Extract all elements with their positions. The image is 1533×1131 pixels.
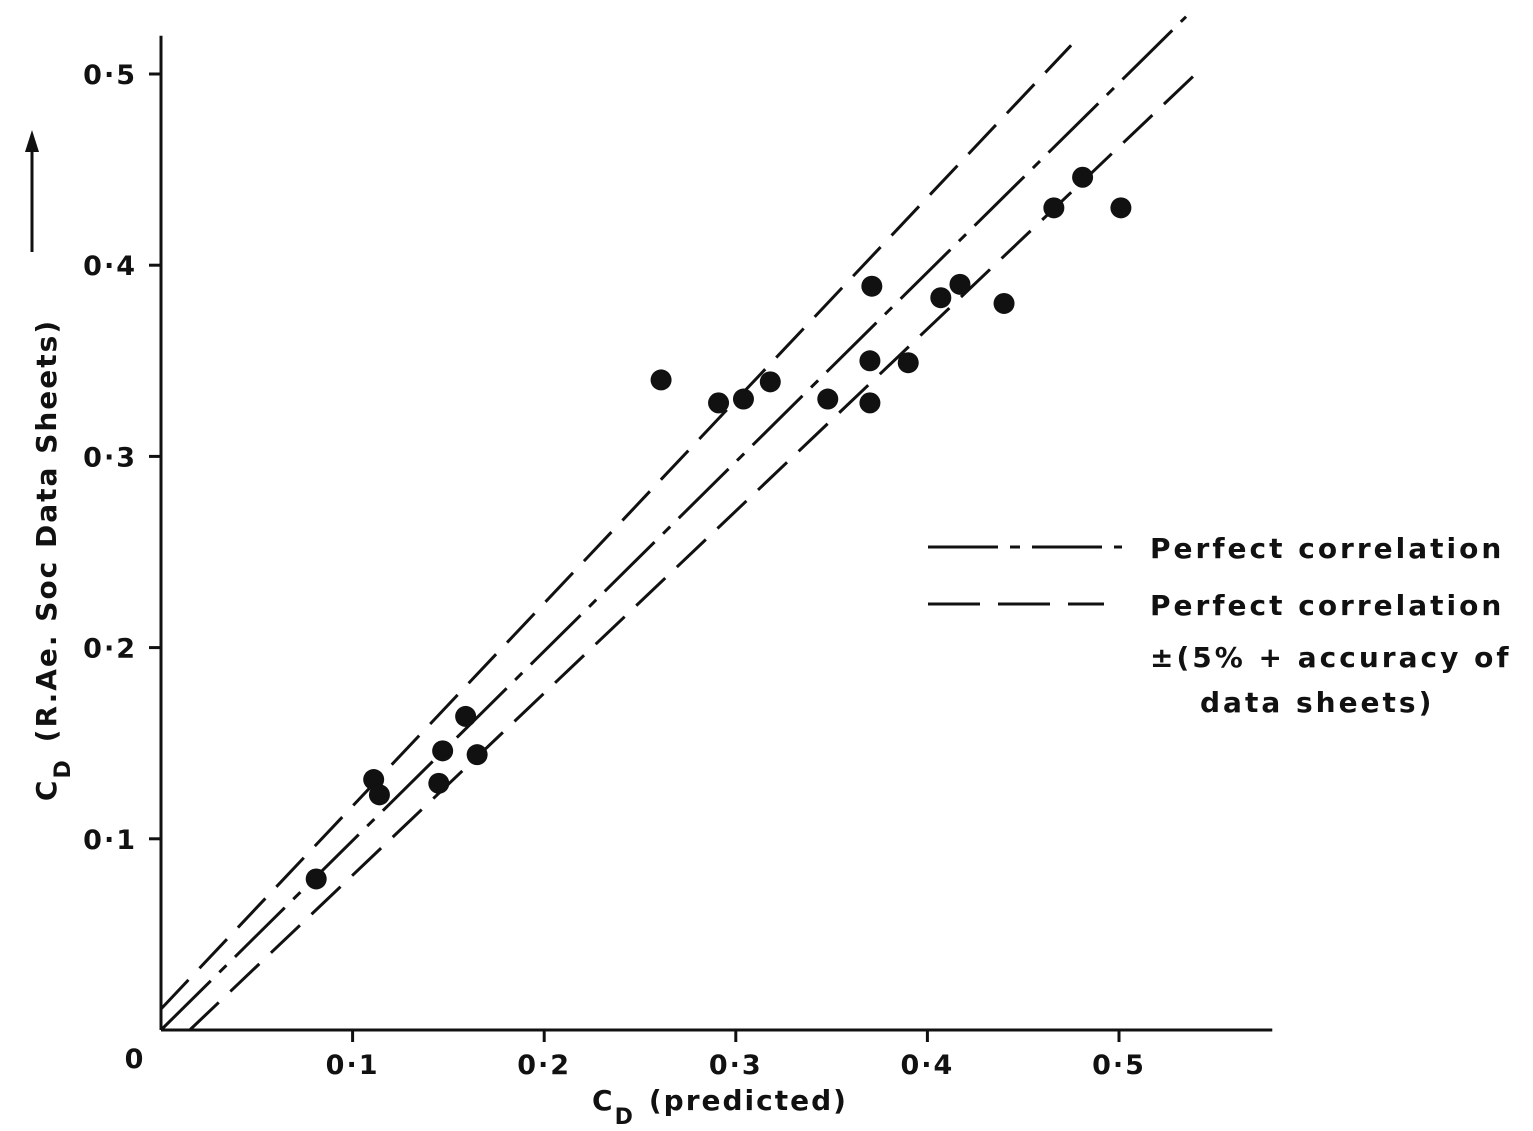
origin-label: 0 [125,1044,146,1075]
y-axis-rest: (R.Ae. Soc Data Sheets) [30,319,63,742]
y-axis-symbol: C [30,779,63,802]
data-point [1072,166,1094,188]
reference-lines [159,15,1197,1032]
x-tick-label: 0·3 [709,1050,763,1081]
data-point [432,740,454,762]
data-points [305,166,1132,890]
y-tick-label: 0·2 [83,634,137,665]
axes [149,35,1273,1042]
y-axis-subscript: D [51,758,76,778]
data-point [897,352,919,374]
data-point [732,388,754,410]
legend: Perfect correlation Perfect correlation … [928,532,1512,719]
data-point [368,784,390,806]
tolerance-bound-line [159,44,1073,1010]
legend-label-tolerance-line-1: Perfect correlation [1150,589,1504,622]
y-tick-label: 0·3 [83,442,137,473]
tolerance-bound-line [188,72,1197,1032]
y-tick-label: 0·4 [83,251,137,282]
legend-label-perfect-correlation: Perfect correlation [1150,532,1504,565]
legend-label-tolerance-line-3: data sheets) [1200,686,1434,719]
data-point [859,392,881,414]
data-point [428,772,450,794]
data-point [708,392,730,414]
data-point [930,287,952,309]
x-tick-label: 0·4 [900,1050,954,1081]
data-point [949,273,971,295]
x-axis-title: CD (predicted) [592,1084,848,1130]
legend-item-tolerance-bounds: Perfect correlation ±(5% + accuracy of d… [928,589,1512,719]
x-tick-label: 0·2 [517,1050,571,1081]
data-point [859,350,881,372]
x-axis-rest: (predicted) [649,1084,848,1117]
x-axis-subscript: D [615,1105,635,1130]
data-point [650,369,672,391]
x-tick-label: 0·1 [326,1050,380,1081]
legend-label-tolerance-line-2: ±(5% + accuracy of [1150,641,1512,674]
data-point [466,744,488,766]
x-axis-symbol: C [592,1084,615,1117]
y-axis-title: CD (R.Ae. Soc Data Sheets) [30,319,76,801]
data-point [993,292,1015,314]
data-point [305,868,327,890]
data-point [1110,197,1132,219]
data-point [861,275,883,297]
y-tick-label: 0·1 [83,825,137,856]
y-axis-arrow [25,130,39,252]
data-point [817,388,839,410]
x-tick-label: 0·5 [1092,1050,1146,1081]
data-point [455,705,477,727]
legend-item-perfect-correlation: Perfect correlation [928,532,1504,565]
perfect-correlation-line [159,15,1188,1032]
data-point [759,371,781,393]
y-tick-label: 0·5 [83,60,137,91]
data-point [1043,197,1065,219]
tick-labels: 0·1 0·2 0·3 0·4 0·5 0·1 0·2 0·3 0·4 0·5 0 [83,60,1146,1081]
